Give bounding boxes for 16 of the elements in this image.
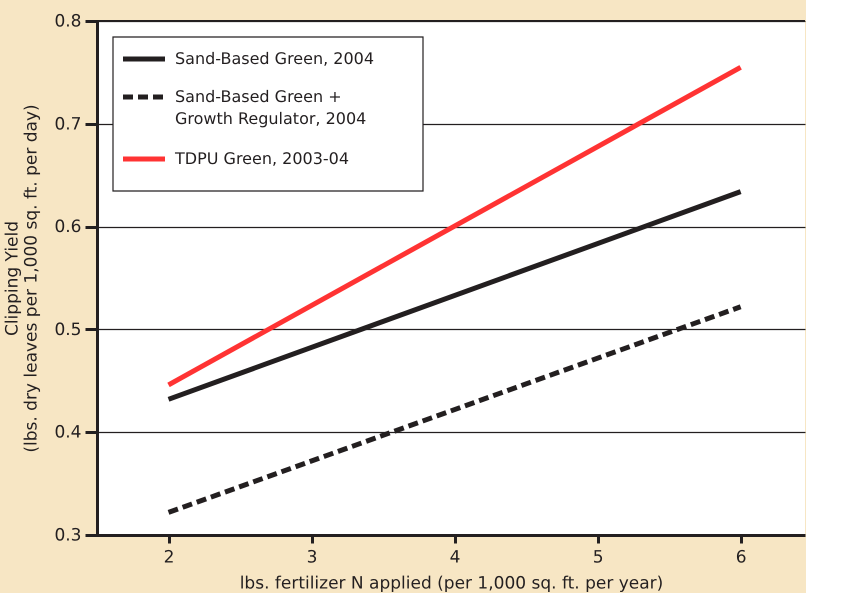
y-tick-label: 0.5	[54, 320, 82, 340]
legend-label: Sand-Based Green + Growth Regulator, 2004	[175, 87, 366, 128]
x-tick-label: 5	[592, 548, 604, 568]
y-tick-label: 0.3	[54, 526, 82, 546]
legend-label: TDPU Green, 2003-04	[174, 149, 350, 168]
x-tick-label: 6	[736, 548, 747, 568]
y-tick-label: 0.8	[54, 12, 82, 32]
x-tick-label: 3	[306, 548, 318, 568]
y-tick-label: 0.4	[54, 422, 82, 443]
x-tick-label: 4	[450, 548, 460, 568]
y-axis-title: Clipping Yield (lbs. dry leaves per 1,000 sq. ft. per day)	[2, 104, 42, 453]
y-tick-label: 0.7	[54, 114, 82, 134]
y-tick-label: 0.6	[54, 217, 82, 238]
x-axis-title: lbs. fertilizer N applied (per 1,000 sq. ft. per year)	[240, 574, 664, 594]
legend-label: Sand-Based Green, 2004	[175, 49, 374, 68]
x-tick-label: 2	[164, 548, 174, 568]
